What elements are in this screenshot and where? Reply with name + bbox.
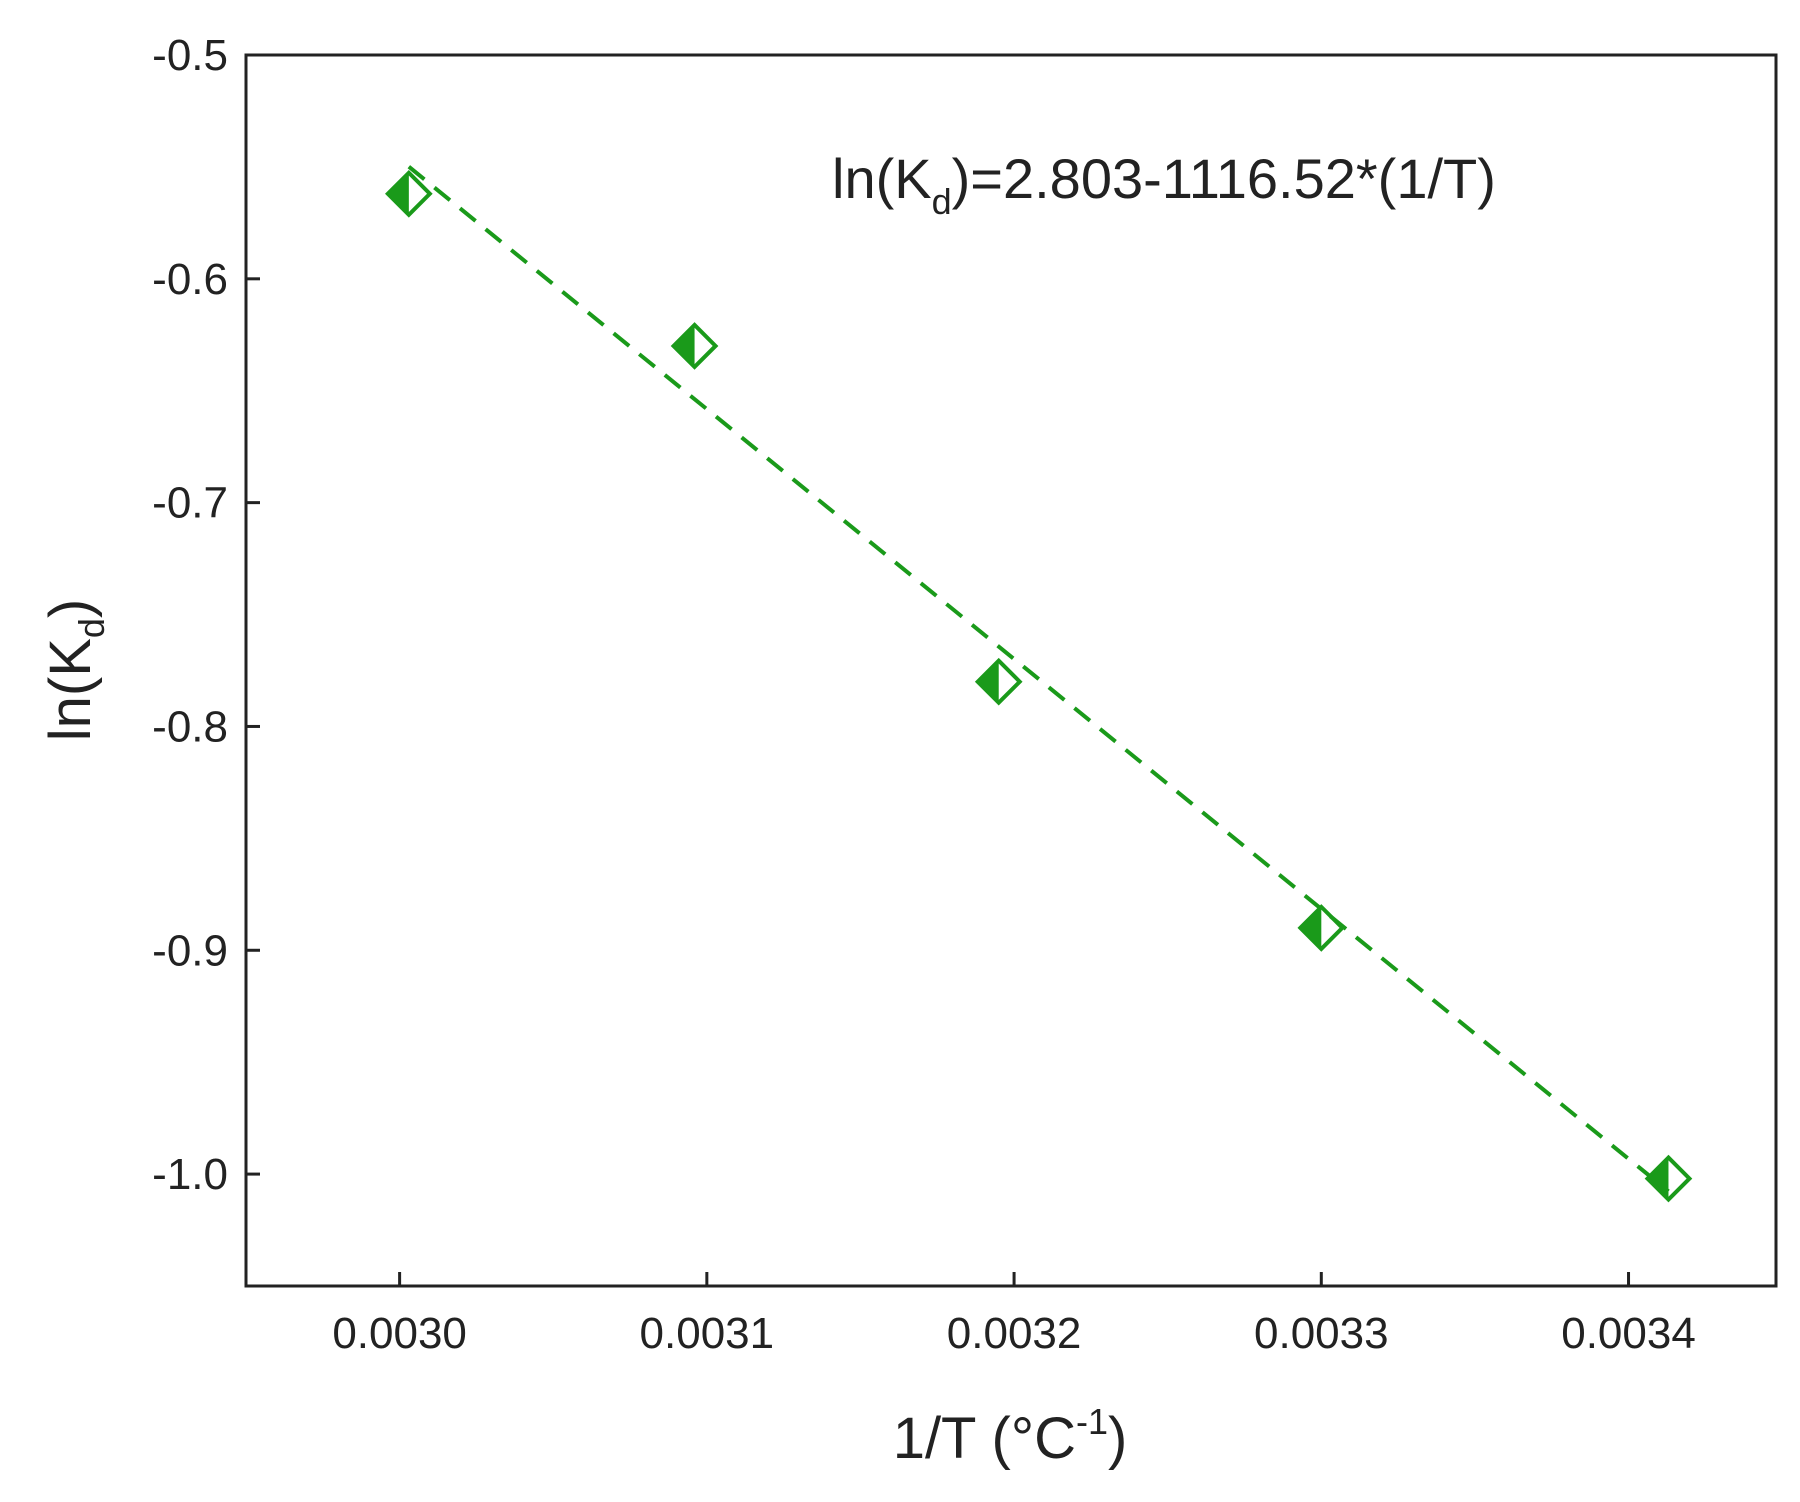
y-axis: -0.5 -0.6 -0.7 -0.8 -0.9 -1.0 (152, 31, 260, 1199)
x-tick-label: 0.0030 (332, 1309, 467, 1358)
annotation-equation: ln(Kd)=2.803-1116.52*(1/T) (832, 147, 1496, 222)
data-point (385, 169, 433, 218)
y-tick-label: -0.5 (152, 31, 228, 80)
data-points (385, 169, 1693, 1203)
y-tick-label: -1.0 (152, 1150, 228, 1199)
x-axis: 0.0030 0.0031 0.0032 0.0033 0.0034 (332, 1272, 1696, 1358)
data-point-fill (1300, 906, 1322, 949)
data-point-outline (1644, 1154, 1693, 1203)
x-tick-label: 0.0034 (1561, 1309, 1696, 1358)
y-tick-label: -0.6 (152, 255, 228, 304)
data-point-fill (1647, 1157, 1669, 1200)
y-tick-label: -0.7 (152, 479, 228, 528)
data-point-outline (385, 169, 433, 218)
data-point-outline (670, 322, 719, 370)
data-point-fill (673, 324, 695, 367)
x-tick-label: 0.0032 (947, 1309, 1082, 1358)
data-point-fill (387, 172, 409, 215)
data-point (1297, 904, 1346, 952)
data-point (670, 322, 719, 370)
y-tick-label: -0.9 (152, 926, 228, 975)
plot-frame (244, 53, 1778, 1288)
data-point (974, 657, 1023, 706)
x-axis-title: 1/T (°C-1) (893, 1401, 1128, 1471)
x-tick-label: 0.0033 (1254, 1309, 1389, 1358)
x-tick-label: 0.0031 (640, 1309, 775, 1358)
data-point-outline (1297, 904, 1346, 952)
data-point (1644, 1154, 1693, 1203)
y-axis-title: ln(Kd) (38, 599, 112, 742)
fit-line (407, 165, 1670, 1193)
data-point-outline (974, 657, 1023, 706)
data-point-fill (977, 660, 999, 703)
y-tick-label: -0.8 (152, 702, 228, 751)
